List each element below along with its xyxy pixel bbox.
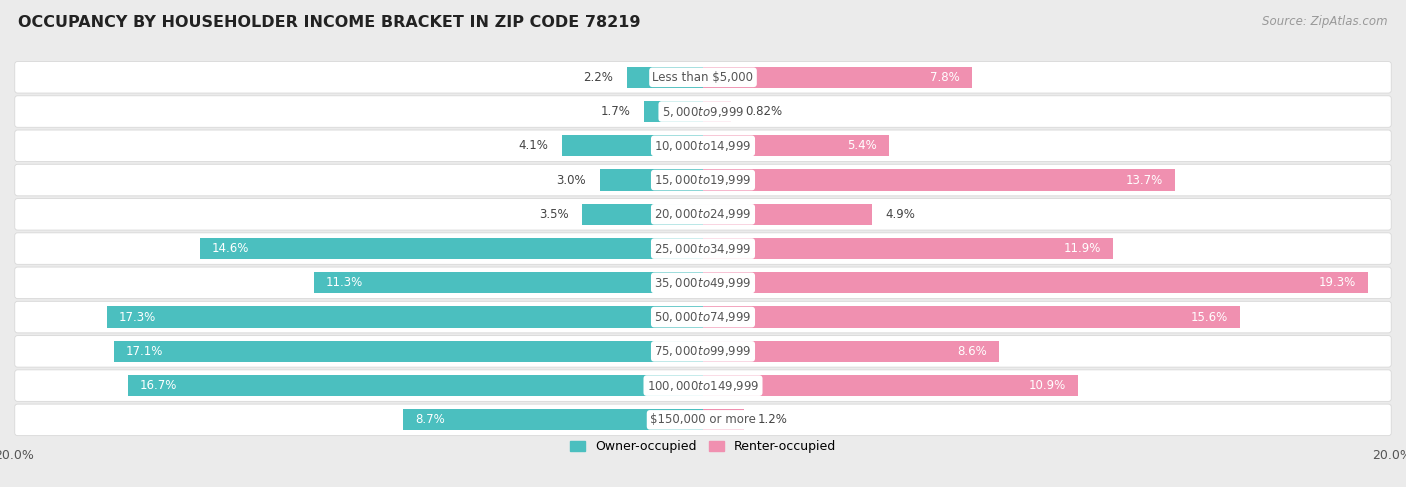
FancyBboxPatch shape [14,233,1392,264]
Legend: Owner-occupied, Renter-occupied: Owner-occupied, Renter-occupied [565,435,841,458]
Bar [128,375,703,396]
Bar [703,238,1114,259]
FancyBboxPatch shape [14,164,1392,196]
Text: 1.7%: 1.7% [600,105,631,118]
Text: 17.3%: 17.3% [120,311,156,323]
Text: Source: ZipAtlas.com: Source: ZipAtlas.com [1263,15,1388,28]
FancyBboxPatch shape [14,336,1392,367]
FancyBboxPatch shape [14,130,1392,162]
Bar [703,67,972,88]
Text: 16.7%: 16.7% [139,379,177,392]
FancyBboxPatch shape [14,96,1392,127]
Text: OCCUPANCY BY HOUSEHOLDER INCOME BRACKET IN ZIP CODE 78219: OCCUPANCY BY HOUSEHOLDER INCOME BRACKET … [18,15,641,30]
Text: 19.3%: 19.3% [1319,276,1355,289]
Bar [703,409,744,431]
Text: $100,000 to $149,999: $100,000 to $149,999 [647,378,759,393]
Bar [703,306,1240,328]
FancyBboxPatch shape [14,199,1392,230]
Bar [703,135,889,156]
Text: $10,000 to $14,999: $10,000 to $14,999 [654,139,752,153]
Bar [114,341,703,362]
Text: $50,000 to $74,999: $50,000 to $74,999 [654,310,752,324]
Text: 8.7%: 8.7% [415,413,446,427]
Text: $150,000 or more: $150,000 or more [650,413,756,427]
FancyBboxPatch shape [14,267,1392,299]
Bar [703,204,872,225]
Text: 2.2%: 2.2% [583,71,613,84]
Bar [627,67,703,88]
Bar [200,238,703,259]
Bar [703,341,1000,362]
Bar [703,101,731,122]
Text: $5,000 to $9,999: $5,000 to $9,999 [662,105,744,118]
Text: Less than $5,000: Less than $5,000 [652,71,754,84]
Text: 4.1%: 4.1% [519,139,548,152]
Text: 15.6%: 15.6% [1191,311,1229,323]
FancyBboxPatch shape [14,370,1392,401]
FancyBboxPatch shape [14,61,1392,93]
Text: 5.4%: 5.4% [848,139,877,152]
Bar [404,409,703,431]
Text: 8.6%: 8.6% [957,345,987,358]
Bar [703,272,1368,294]
Text: 1.2%: 1.2% [758,413,787,427]
Text: $20,000 to $24,999: $20,000 to $24,999 [654,207,752,221]
Text: 11.9%: 11.9% [1063,242,1101,255]
Bar [644,101,703,122]
Bar [703,169,1175,191]
Text: 13.7%: 13.7% [1126,173,1163,187]
Text: 10.9%: 10.9% [1029,379,1066,392]
Bar [582,204,703,225]
Bar [107,306,703,328]
Text: 14.6%: 14.6% [212,242,249,255]
Text: 4.9%: 4.9% [886,208,915,221]
Text: 0.82%: 0.82% [745,105,782,118]
Text: $35,000 to $49,999: $35,000 to $49,999 [654,276,752,290]
Text: 11.3%: 11.3% [326,276,363,289]
Text: 3.0%: 3.0% [557,173,586,187]
Text: 17.1%: 17.1% [127,345,163,358]
Bar [703,375,1078,396]
Text: $75,000 to $99,999: $75,000 to $99,999 [654,344,752,358]
Text: 7.8%: 7.8% [929,71,960,84]
Bar [562,135,703,156]
FancyBboxPatch shape [14,404,1392,436]
Bar [599,169,703,191]
Text: 3.5%: 3.5% [538,208,568,221]
Bar [314,272,703,294]
Text: $15,000 to $19,999: $15,000 to $19,999 [654,173,752,187]
FancyBboxPatch shape [14,301,1392,333]
Text: $25,000 to $34,999: $25,000 to $34,999 [654,242,752,256]
